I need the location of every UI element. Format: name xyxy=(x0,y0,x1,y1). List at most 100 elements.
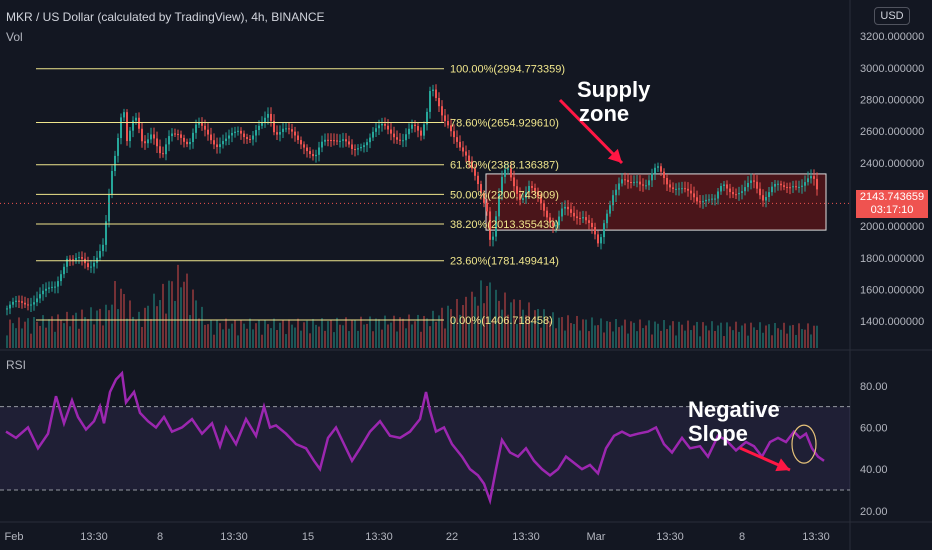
volume-bar xyxy=(177,264,179,348)
volume-bar xyxy=(234,319,236,348)
candle-body xyxy=(672,187,674,189)
volume-bar xyxy=(756,329,758,348)
volume-bar xyxy=(519,299,521,348)
candle-body xyxy=(420,130,422,136)
volume-bar xyxy=(219,323,221,348)
candle-body xyxy=(711,198,713,200)
candle-body xyxy=(816,178,818,190)
volume-bar xyxy=(606,321,608,348)
volume-bar xyxy=(495,289,497,348)
volume-bar xyxy=(261,334,263,348)
volume-bar xyxy=(762,332,764,348)
volume-bar xyxy=(27,318,29,348)
candle-body xyxy=(663,171,665,179)
volume-bar xyxy=(699,336,701,348)
volume-bar xyxy=(780,329,782,348)
volume-bar xyxy=(576,315,578,348)
candle-body xyxy=(747,182,749,188)
candle-body xyxy=(363,145,365,148)
volume-bars xyxy=(6,264,818,348)
volume-bar xyxy=(501,309,503,348)
candle-body xyxy=(636,181,638,183)
volume-bar xyxy=(291,324,293,348)
volume-bar xyxy=(156,306,158,348)
volume-bar xyxy=(801,329,803,348)
volume-bar xyxy=(498,300,500,348)
candle-body xyxy=(615,189,617,196)
volume-bar xyxy=(144,307,146,348)
candle-body xyxy=(468,155,470,162)
candle-body xyxy=(189,142,191,145)
candle-body xyxy=(327,139,329,141)
candle-body xyxy=(675,188,677,190)
volume-bar xyxy=(75,312,77,348)
candle-body xyxy=(489,211,491,240)
volume-bar xyxy=(276,329,278,348)
candle-body xyxy=(15,300,17,302)
volume-bar xyxy=(294,327,296,348)
candle-body xyxy=(501,176,503,195)
candle-body xyxy=(369,137,371,143)
volume-bar xyxy=(12,323,14,348)
candle-body xyxy=(69,258,71,260)
arrow-shaft xyxy=(558,98,624,165)
rsi-tick-label: 80.00 xyxy=(860,381,888,393)
volume-bar xyxy=(345,317,347,348)
volume-bar xyxy=(642,328,644,348)
candle-body xyxy=(402,140,404,142)
currency-button[interactable]: USD xyxy=(874,7,910,25)
volume-bar xyxy=(351,319,353,348)
arrow-head xyxy=(607,148,622,163)
candle-body xyxy=(729,188,731,193)
volume-bar xyxy=(255,323,257,348)
candles xyxy=(6,84,818,316)
volume-bar xyxy=(204,324,206,348)
volume-bar xyxy=(393,315,395,348)
candle-body xyxy=(342,139,344,141)
volume-bar xyxy=(195,300,197,348)
volume-bar xyxy=(684,330,686,348)
volume-bar xyxy=(747,335,749,348)
candle-body xyxy=(273,120,275,133)
candle-body xyxy=(105,221,107,245)
volume-bar xyxy=(417,314,419,348)
candle-body xyxy=(405,134,407,141)
candle-body xyxy=(150,134,152,140)
candle-body xyxy=(423,124,425,136)
volume-bar xyxy=(567,315,569,348)
volume-bar xyxy=(360,316,362,348)
volume-bar xyxy=(561,317,563,348)
negative-slope-annotation: Negative Slope xyxy=(688,398,780,446)
supply-zone-line2: zone xyxy=(579,101,630,126)
volume-bar xyxy=(483,303,485,348)
volume-bar xyxy=(771,335,773,348)
volume-bar xyxy=(129,300,131,348)
fib-level-label: 61.80%(2388.136387) xyxy=(450,160,559,172)
volume-bar xyxy=(636,331,638,348)
volume-bar xyxy=(759,322,761,348)
candle-body xyxy=(243,133,245,138)
price-tick-label: 2400.000000 xyxy=(860,158,924,170)
volume-bar xyxy=(603,332,605,348)
candle-body xyxy=(690,190,692,194)
candle-body xyxy=(531,185,533,188)
candle-body xyxy=(234,131,236,133)
candle-body xyxy=(570,209,572,213)
candle-body xyxy=(456,137,458,142)
rsi-tick-label: 20.00 xyxy=(860,506,888,518)
volume-bar xyxy=(363,324,365,348)
volume-bar xyxy=(252,329,254,348)
volume-bar xyxy=(429,326,431,348)
candle-body xyxy=(117,138,119,156)
volume-bar xyxy=(18,317,20,348)
volume-bar xyxy=(297,318,299,348)
volume-bar xyxy=(504,292,506,348)
volume-bar xyxy=(81,309,83,348)
candle-body xyxy=(414,124,416,127)
candle-body xyxy=(321,141,323,148)
volume-bar xyxy=(564,330,566,348)
rsi-label: RSI xyxy=(6,358,27,372)
volume-bar xyxy=(612,331,614,348)
candle-body xyxy=(141,128,143,142)
